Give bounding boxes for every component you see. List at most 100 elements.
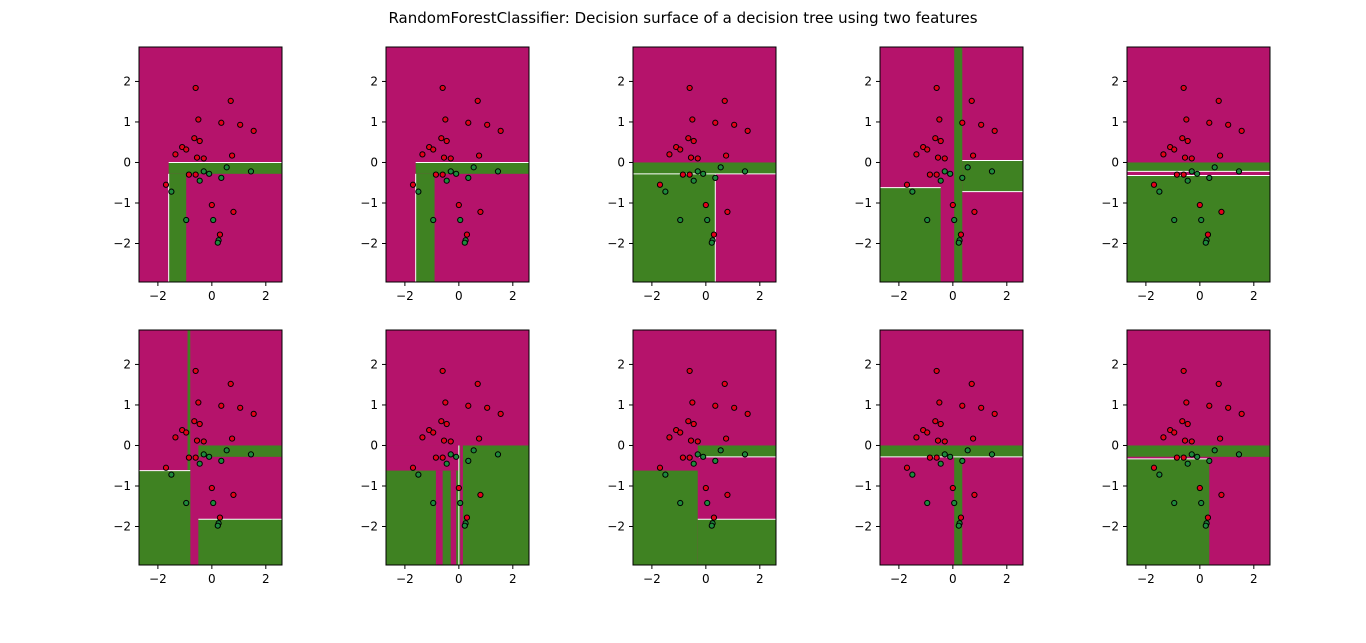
y-tick-label: −2 bbox=[607, 237, 625, 251]
data-point-class0 bbox=[968, 97, 975, 104]
data-point-class0 bbox=[724, 491, 731, 499]
data-point-class1 bbox=[196, 177, 203, 184]
data-point-class1 bbox=[453, 453, 460, 460]
data-point-class0 bbox=[721, 380, 728, 387]
y-tick-label: −2 bbox=[1101, 237, 1119, 251]
data-point-class1 bbox=[947, 170, 954, 177]
data-point-class1 bbox=[247, 451, 255, 458]
data-point-class0 bbox=[432, 454, 440, 461]
data-point-class1 bbox=[1211, 164, 1218, 171]
data-point-class0 bbox=[465, 119, 472, 126]
data-point-class1 bbox=[457, 499, 464, 507]
data-point-class0 bbox=[191, 135, 198, 142]
data-point-class0 bbox=[438, 135, 445, 142]
x-tick-label: 0 bbox=[1196, 572, 1204, 586]
y-tick-label: 1 bbox=[864, 115, 872, 129]
x-tick-label: 2 bbox=[262, 572, 270, 586]
data-point-class0 bbox=[1150, 181, 1158, 188]
data-point-class1 bbox=[924, 216, 931, 224]
x-tick-label: −2 bbox=[1137, 289, 1155, 303]
decision-region-class1 bbox=[697, 445, 776, 457]
y-tick-label: −1 bbox=[607, 479, 625, 493]
y-tick-label: 0 bbox=[617, 438, 625, 452]
subplot-3: −2 0 2 −2 −1 0 1 2 bbox=[607, 46, 777, 303]
y-tick-label: 0 bbox=[864, 438, 872, 452]
x-tick-label: 2 bbox=[1003, 289, 1011, 303]
decision-region-class1 bbox=[880, 445, 1023, 457]
data-point-class0 bbox=[1204, 231, 1212, 238]
data-point-class0 bbox=[1215, 380, 1222, 387]
data-point-class1 bbox=[951, 499, 958, 507]
data-point-class0 bbox=[710, 514, 718, 521]
data-point-class0 bbox=[913, 151, 920, 158]
data-point-class0 bbox=[228, 152, 236, 159]
data-point-class0 bbox=[934, 154, 942, 161]
y-tick-label: −1 bbox=[113, 196, 131, 210]
axes-frame bbox=[1126, 46, 1271, 283]
axes-frame bbox=[632, 329, 777, 566]
data-point-class1 bbox=[704, 499, 711, 507]
data-point-class1 bbox=[937, 460, 944, 467]
data-point-class0 bbox=[439, 367, 446, 375]
data-point-class0 bbox=[419, 434, 426, 441]
data-point-class0 bbox=[959, 119, 966, 126]
data-point-class0 bbox=[1181, 154, 1189, 161]
data-point-class1 bbox=[988, 168, 996, 175]
data-point-class0 bbox=[689, 116, 696, 123]
data-point-class0 bbox=[237, 121, 244, 128]
data-point-class1 bbox=[909, 471, 916, 478]
x-tick-label: −2 bbox=[396, 289, 414, 303]
data-point-class0 bbox=[484, 404, 491, 411]
data-point-class0 bbox=[172, 434, 179, 441]
data-point-class1 bbox=[924, 499, 931, 507]
data-point-class0 bbox=[731, 121, 738, 128]
x-tick-label: 0 bbox=[208, 572, 216, 586]
data-point-class0 bbox=[193, 437, 201, 444]
x-tick-label: 2 bbox=[1250, 572, 1258, 586]
data-point-class0 bbox=[208, 484, 215, 492]
data-point-class0 bbox=[1180, 367, 1187, 375]
data-point-class0 bbox=[712, 402, 719, 409]
data-point-class0 bbox=[937, 420, 944, 428]
data-point-class0 bbox=[1238, 410, 1245, 417]
y-tick-label: 2 bbox=[617, 357, 625, 371]
data-point-class0 bbox=[497, 410, 504, 417]
data-point-class0 bbox=[1225, 121, 1232, 128]
subplot-5: −2 0 2 −2 −1 0 1 2 bbox=[1101, 46, 1271, 303]
data-point-class0 bbox=[196, 420, 203, 428]
data-point-class0 bbox=[903, 181, 911, 188]
data-point-class0 bbox=[1160, 151, 1167, 158]
y-tick-label: −1 bbox=[607, 196, 625, 210]
data-point-class0 bbox=[679, 454, 687, 461]
decision-region-class1 bbox=[187, 330, 191, 565]
data-point-class0 bbox=[722, 435, 730, 442]
data-point-class1 bbox=[183, 499, 190, 507]
data-point-class0 bbox=[686, 367, 693, 375]
data-point-class1 bbox=[741, 168, 749, 175]
data-point-class1 bbox=[690, 460, 697, 467]
x-tick-label: −2 bbox=[149, 289, 167, 303]
data-point-class1 bbox=[461, 522, 468, 529]
y-tick-label: 2 bbox=[1111, 74, 1119, 88]
data-point-class0 bbox=[1188, 438, 1195, 445]
data-point-class1 bbox=[168, 188, 175, 195]
data-point-class0 bbox=[677, 146, 684, 153]
data-point-class0 bbox=[687, 154, 695, 161]
data-point-class1 bbox=[1184, 177, 1191, 184]
data-point-class0 bbox=[957, 231, 965, 238]
y-tick-label: 2 bbox=[617, 74, 625, 88]
data-point-class0 bbox=[936, 116, 943, 123]
data-point-class1 bbox=[470, 447, 477, 454]
data-point-class1 bbox=[1198, 499, 1205, 507]
data-point-class0 bbox=[1171, 429, 1178, 436]
y-tick-label: 0 bbox=[370, 155, 378, 169]
data-point-class1 bbox=[218, 174, 225, 181]
data-point-class1 bbox=[430, 216, 437, 224]
data-point-class0 bbox=[656, 181, 664, 188]
decision-region-class1 bbox=[415, 173, 435, 282]
x-tick-label: 2 bbox=[1250, 289, 1258, 303]
decision-region-class0 bbox=[386, 445, 459, 471]
y-tick-label: 0 bbox=[370, 438, 378, 452]
data-point-class1 bbox=[1235, 168, 1243, 175]
